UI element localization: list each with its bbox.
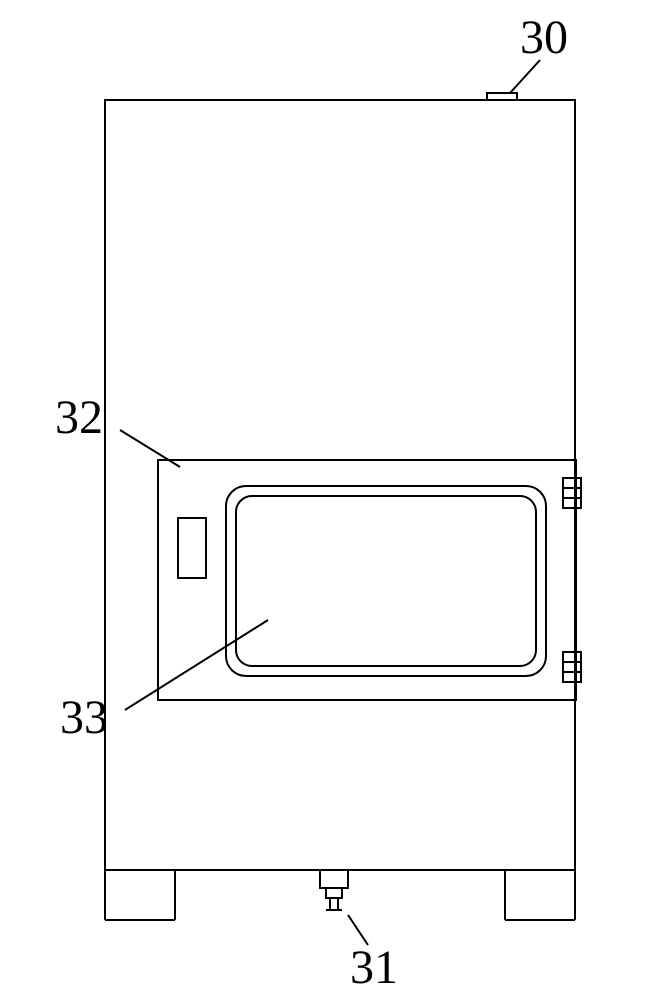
top-port — [487, 93, 517, 100]
door-window-outer — [226, 486, 546, 676]
bottom-port — [320, 870, 348, 910]
label-31: 31 — [350, 940, 398, 995]
leader-32 — [120, 430, 180, 467]
label-32: 32 — [55, 390, 103, 445]
diagram — [105, 60, 581, 945]
hinge-bottom — [563, 652, 581, 682]
label-33: 33 — [60, 690, 108, 745]
door-window-inner — [236, 496, 536, 666]
hinge-top — [563, 478, 581, 508]
legs — [105, 870, 575, 920]
label-30: 30 — [520, 10, 568, 65]
door-handle — [178, 518, 206, 578]
